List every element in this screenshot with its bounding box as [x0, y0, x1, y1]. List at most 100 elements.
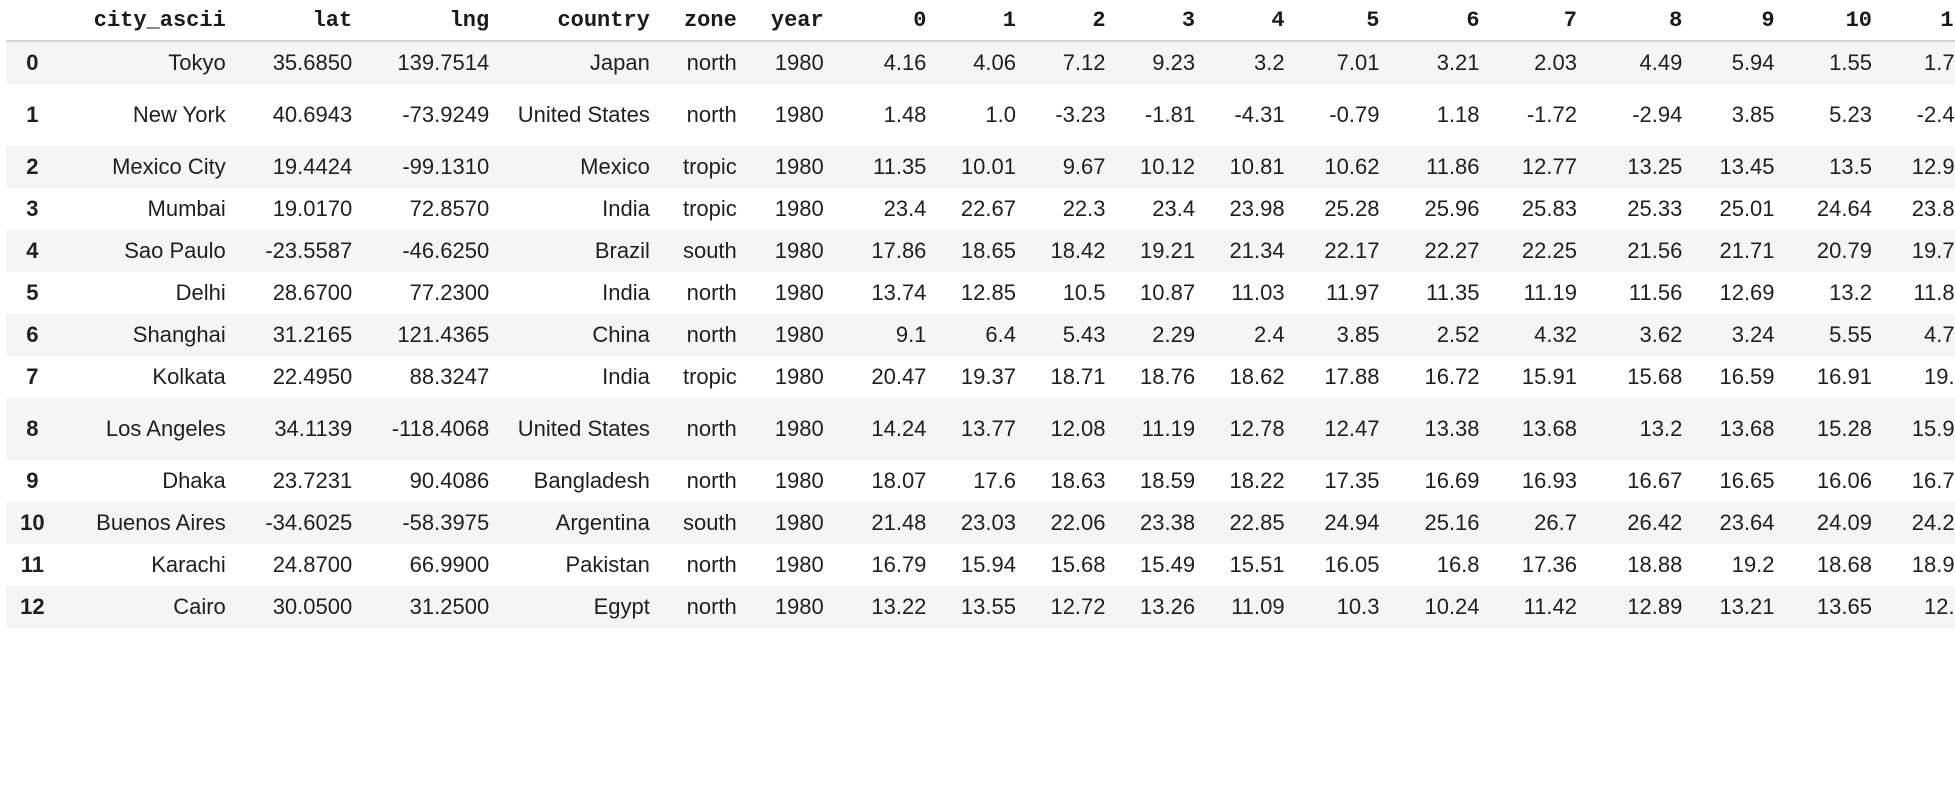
header-row: city_ascii lat lng country zone year 0 1 2 3 4 5 6 7 8…: [6, 0, 1955, 42]
table-cell: Japan: [589, 50, 650, 75]
table-cell: 15.94: [960, 552, 1016, 577]
table-cell: 1.76: [1923, 50, 1955, 75]
table-cell: 10.24: [1424, 594, 1480, 619]
table-cell: 31.2165: [272, 322, 353, 347]
table-cell: 3.21: [1436, 50, 1480, 75]
table-cell: Delhi: [175, 280, 226, 305]
table-cell: 12.69: [1719, 280, 1775, 305]
table-cell: Sao Paulo: [124, 238, 226, 263]
table-cell: Buenos Aires: [96, 510, 226, 535]
table-cell: 22.3: [1062, 196, 1106, 221]
table-cell: Kolkata: [152, 364, 226, 389]
column-header: 4: [1207, 0, 1297, 42]
table-cell: 12.77: [1521, 154, 1577, 179]
table-cell: 16.74: [1911, 468, 1955, 493]
table-cell: 18.63: [1050, 468, 1106, 493]
table-cell: 31.2500: [409, 594, 490, 619]
table-row: 6 Shanghai 31.2165 121.4365 China north 1980 9.…: [6, 314, 1955, 356]
table-cell: 19.2: [1731, 552, 1775, 577]
table-cell: 24.64: [1816, 196, 1872, 221]
table-cell: Mexico City: [112, 154, 226, 179]
table-cell: north: [686, 280, 737, 305]
table-cell: 16.79: [871, 552, 927, 577]
table-cell: 26.42: [1627, 510, 1683, 535]
table-cell: 23.64: [1719, 510, 1775, 535]
table-cell: 19.21: [1140, 238, 1196, 263]
table-row: 10 Buenos Aires -34.6025 -58.3975 Argentina s…: [6, 502, 1955, 544]
table-cell: 1980: [774, 322, 824, 347]
table-cell: 18.71: [1050, 364, 1106, 389]
column-header: 2: [1027, 0, 1118, 42]
table-cell: 24.09: [1816, 510, 1872, 535]
table-cell: 16.93: [1521, 468, 1577, 493]
table-cell: 13.55: [960, 594, 1016, 619]
table-cell: 1980: [774, 238, 824, 263]
table-cell: 25.96: [1424, 196, 1480, 221]
table-cell: -46.6250: [402, 238, 490, 263]
table-cell: 12.78: [1229, 416, 1285, 441]
table-cell: 19.78: [1911, 238, 1955, 263]
table-cell: 26.7: [1534, 510, 1577, 535]
table-cell: 10.3: [1336, 594, 1380, 619]
table-cell: 11.19: [1523, 280, 1577, 305]
table-cell: 20.47: [871, 364, 927, 389]
table-cell: 15.91: [1521, 364, 1577, 389]
table-cell: Cairo: [173, 594, 226, 619]
table-row: 2 Mexico City 19.4424 -99.1310 Mexico tropic 1…: [6, 146, 1955, 188]
table-cell: 30.0500: [272, 594, 353, 619]
column-header: 8: [1588, 0, 1695, 42]
table-cell: -3.23: [1055, 102, 1106, 127]
table-cell: 1.18: [1436, 102, 1480, 127]
table-cell: 1980: [774, 102, 824, 127]
table-cell: 23.03: [960, 510, 1016, 535]
table-cell: 2.03: [1534, 50, 1577, 75]
table-cell: 7.12: [1062, 50, 1106, 75]
table-cell: 22.4950: [272, 364, 353, 389]
table-cell: 11.19: [1141, 416, 1196, 441]
table-cell: 139.7514: [397, 50, 490, 75]
table-cell: 15.51: [1229, 552, 1285, 577]
table-cell: 19.4424: [272, 154, 353, 179]
table-cell: 22.67: [960, 196, 1016, 221]
table-row: 3 Mumbai 19.0170 72.8570 India tropic 1980 23.4…: [6, 188, 1955, 230]
table-cell: 1980: [774, 510, 824, 535]
column-header: 7: [1491, 0, 1589, 42]
table-cell: China: [592, 322, 650, 347]
table-cell: 5.55: [1829, 322, 1872, 347]
table-cell: 24.94: [1324, 510, 1380, 535]
table-cell: 11.56: [1628, 280, 1683, 305]
table-cell: tropic: [682, 364, 737, 389]
index-column-header: [6, 0, 59, 42]
table-cell: 23.4: [883, 196, 927, 221]
column-header: 10: [1786, 0, 1884, 42]
table-cell: 13.2: [1639, 416, 1683, 441]
table-cell: 4.74: [1923, 322, 1955, 347]
table-cell: 10.5: [1062, 280, 1106, 305]
column-header: year: [748, 0, 836, 42]
table-cell: 2.52: [1436, 322, 1480, 347]
table-cell: 18.95: [1911, 552, 1955, 577]
table-cell: 19.0170: [272, 196, 353, 221]
table-cell: north: [686, 50, 737, 75]
row-index: 4: [26, 238, 39, 263]
column-header: city_ascii: [58, 0, 238, 42]
table-cell: United States: [517, 416, 650, 441]
table-cell: south: [682, 510, 737, 535]
table-cell: 12.85: [960, 280, 1016, 305]
table-cell: 15.28: [1816, 416, 1872, 441]
table-cell: 13.21: [1719, 594, 1775, 619]
table-cell: -99.1310: [402, 154, 490, 179]
table-cell: -58.3975: [402, 510, 490, 535]
table-cell: India: [602, 280, 650, 305]
table-cell: 77.2300: [409, 280, 490, 305]
row-index: 10: [20, 510, 45, 535]
table-cell: tropic: [682, 196, 737, 221]
table-cell: 11.97: [1326, 280, 1380, 305]
table-cell: 16.59: [1719, 364, 1775, 389]
table-cell: 19.2: [1923, 364, 1955, 389]
dataframe-output: city_ascii lat lng country zone year 0 1 2 3 4 5 6 7 8…: [6, 0, 1955, 786]
table-cell: 10.62: [1324, 154, 1380, 179]
row-index: 8: [26, 416, 39, 441]
table-cell: 16.67: [1627, 468, 1683, 493]
row-index: 6: [26, 322, 39, 347]
